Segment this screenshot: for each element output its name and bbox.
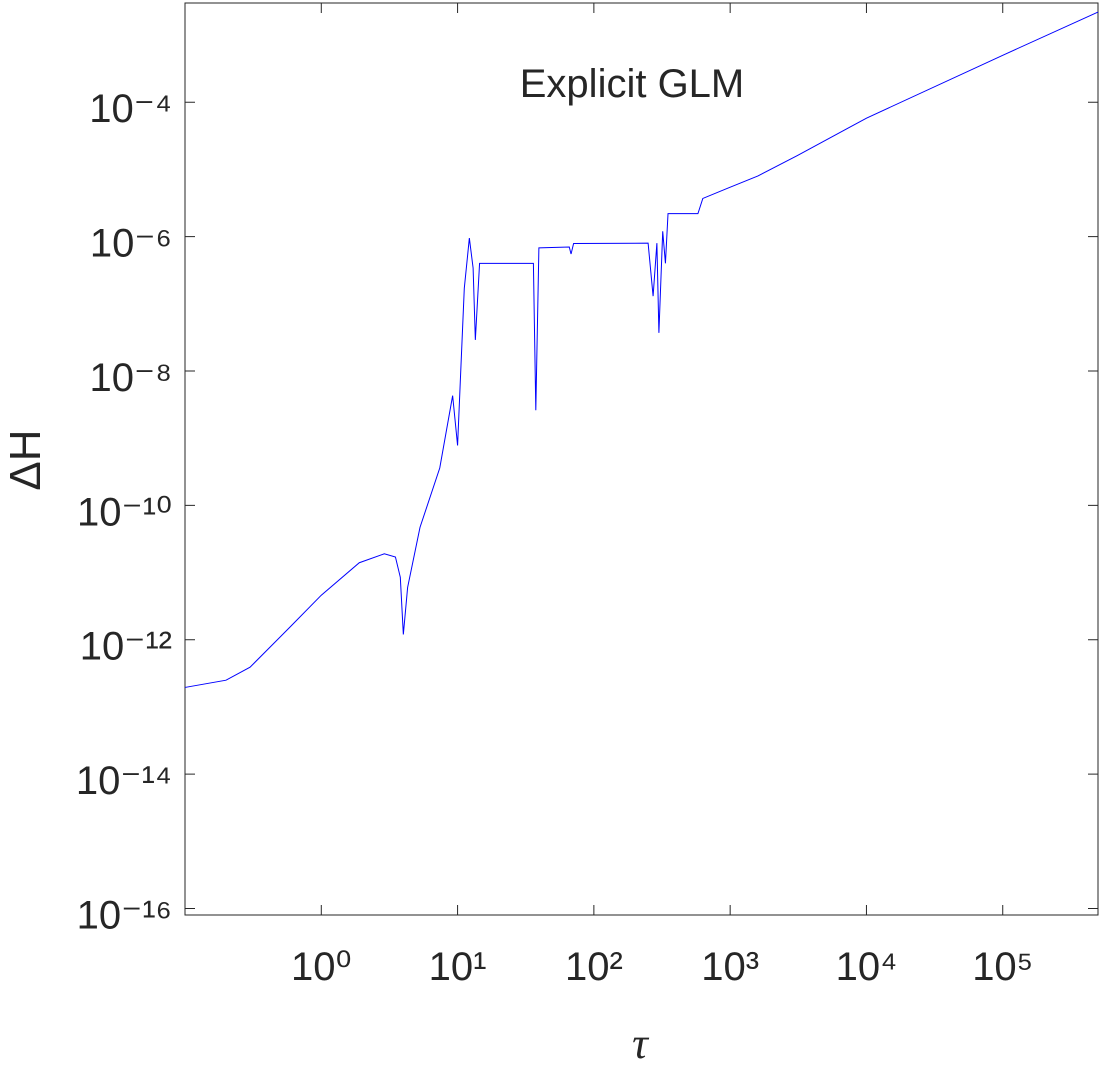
x-axis-label: τ (632, 1019, 650, 1065)
y-tick-label: 10⁻⁶ (90, 222, 172, 266)
axes-box (184, 2, 1099, 916)
y-tick-label: 10⁻¹⁴ (76, 759, 172, 803)
y-tick-label: 10⁻¹⁶ (77, 893, 172, 937)
x-tick-label: 10² (565, 945, 623, 989)
y-tick-label: 10⁻¹² (80, 625, 172, 669)
y-tick-label: 10⁻⁸ (90, 356, 172, 400)
x-tick-label: 10³ (701, 945, 759, 989)
y-axis-label: ΔH (1, 429, 50, 490)
x-tick-label: 10⁴ (836, 945, 898, 989)
y-tick-label: 10⁻¹⁰ (77, 490, 172, 534)
x-tick-label: 10⁰ (291, 945, 352, 989)
data-line (184, 11, 1099, 688)
chart-title: Explicit GLM (520, 62, 745, 106)
y-tick-label: 10⁻⁴ (89, 87, 172, 131)
x-tick-label: 10¹ (429, 945, 487, 989)
x-tick-label: 10⁵ (972, 945, 1033, 989)
